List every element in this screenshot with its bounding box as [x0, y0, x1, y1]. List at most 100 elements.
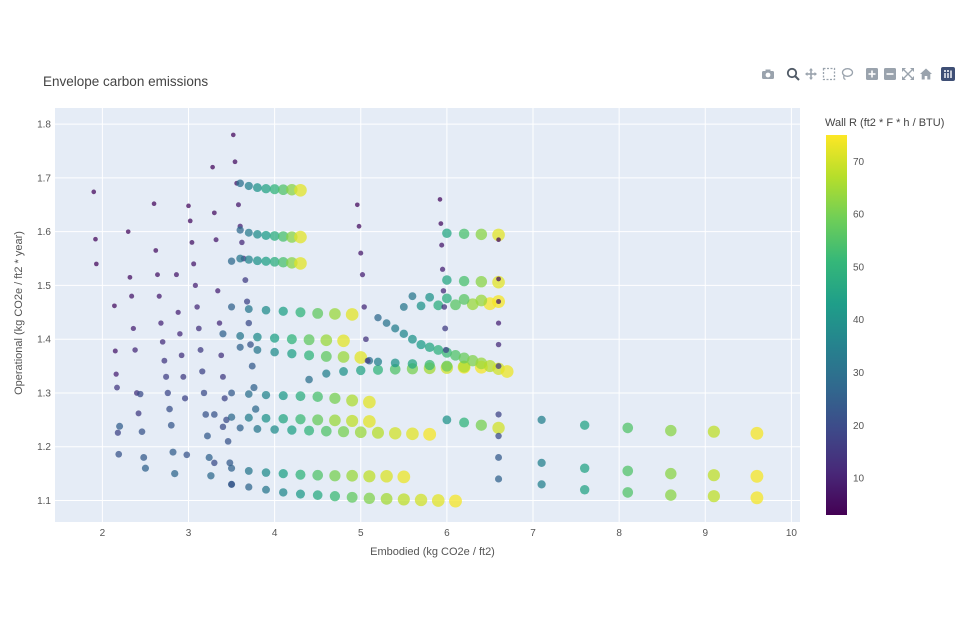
- data-point[interactable]: [244, 413, 253, 422]
- data-point[interactable]: [363, 395, 376, 409]
- data-point[interactable]: [183, 451, 191, 459]
- data-point[interactable]: [270, 425, 279, 434]
- data-point[interactable]: [380, 470, 393, 483]
- data-point[interactable]: [346, 469, 358, 482]
- data-point[interactable]: [537, 458, 546, 467]
- data-point[interactable]: [449, 494, 462, 508]
- data-point[interactable]: [211, 411, 218, 418]
- data-point[interactable]: [537, 415, 546, 424]
- data-point[interactable]: [450, 299, 461, 311]
- zoom-icon[interactable]: [786, 67, 800, 81]
- data-point[interactable]: [112, 348, 118, 354]
- data-point[interactable]: [253, 346, 262, 354]
- data-point[interactable]: [665, 489, 677, 501]
- data-point[interactable]: [622, 422, 634, 434]
- data-point[interactable]: [312, 307, 324, 319]
- data-point[interactable]: [389, 427, 402, 440]
- data-point[interactable]: [219, 373, 226, 380]
- data-point[interactable]: [424, 342, 435, 353]
- data-point[interactable]: [251, 405, 260, 413]
- data-point[interactable]: [433, 344, 444, 355]
- data-point[interactable]: [127, 274, 133, 280]
- data-point[interactable]: [269, 256, 280, 267]
- data-point[interactable]: [199, 368, 206, 375]
- data-point[interactable]: [579, 463, 590, 473]
- data-point[interactable]: [363, 492, 376, 505]
- data-point[interactable]: [242, 277, 249, 284]
- data-point[interactable]: [269, 231, 280, 241]
- data-point[interactable]: [278, 306, 288, 316]
- data-point[interactable]: [213, 237, 219, 243]
- data-point[interactable]: [187, 218, 193, 224]
- data-point[interactable]: [261, 390, 271, 400]
- data-point[interactable]: [137, 390, 144, 398]
- data-point[interactable]: [244, 181, 253, 191]
- data-point[interactable]: [232, 159, 238, 165]
- pan-icon[interactable]: [804, 67, 818, 81]
- data-point[interactable]: [125, 229, 131, 234]
- data-point[interactable]: [245, 483, 253, 491]
- box-select-icon[interactable]: [822, 67, 836, 81]
- data-point[interactable]: [156, 293, 162, 299]
- data-point[interactable]: [622, 465, 634, 477]
- data-point[interactable]: [361, 304, 367, 310]
- data-point[interactable]: [141, 464, 150, 472]
- data-point[interactable]: [414, 493, 428, 507]
- data-point[interactable]: [239, 239, 245, 246]
- data-point[interactable]: [707, 469, 720, 482]
- data-point[interactable]: [166, 405, 173, 413]
- data-point[interactable]: [223, 416, 230, 424]
- data-point[interactable]: [475, 419, 487, 431]
- data-point[interactable]: [354, 426, 367, 439]
- data-point[interactable]: [216, 320, 223, 326]
- data-point[interactable]: [173, 272, 179, 278]
- data-point[interactable]: [269, 184, 280, 195]
- data-point[interactable]: [252, 256, 262, 266]
- data-point[interactable]: [243, 298, 251, 305]
- data-point[interactable]: [337, 334, 350, 348]
- data-point[interactable]: [178, 352, 185, 359]
- data-point[interactable]: [177, 331, 183, 337]
- data-point[interactable]: [261, 468, 271, 477]
- data-point[interactable]: [442, 275, 452, 285]
- data-point[interactable]: [247, 341, 254, 348]
- data-point[interactable]: [219, 423, 227, 431]
- data-point[interactable]: [294, 257, 307, 270]
- data-point[interactable]: [167, 421, 175, 429]
- data-point[interactable]: [252, 183, 262, 192]
- data-point[interactable]: [437, 197, 443, 202]
- data-point[interactable]: [346, 394, 359, 407]
- data-point[interactable]: [195, 325, 202, 332]
- data-point[interactable]: [374, 313, 382, 322]
- data-point[interactable]: [450, 350, 461, 361]
- data-point[interactable]: [329, 392, 341, 404]
- data-point[interactable]: [458, 294, 470, 305]
- data-point[interactable]: [207, 472, 215, 480]
- data-point[interactable]: [295, 414, 306, 425]
- data-point[interactable]: [441, 360, 453, 372]
- data-point[interactable]: [496, 299, 502, 305]
- data-point[interactable]: [135, 410, 142, 417]
- data-point[interactable]: [129, 293, 135, 299]
- data-point[interactable]: [114, 384, 120, 391]
- data-point[interactable]: [91, 189, 97, 195]
- data-point[interactable]: [363, 415, 376, 428]
- data-point[interactable]: [244, 390, 253, 398]
- data-point[interactable]: [161, 357, 168, 364]
- data-point[interactable]: [380, 492, 393, 505]
- data-point[interactable]: [329, 414, 341, 427]
- data-point[interactable]: [424, 359, 435, 371]
- zoom-in-icon[interactable]: [865, 67, 879, 81]
- data-point[interactable]: [329, 470, 341, 482]
- data-point[interactable]: [253, 332, 262, 342]
- data-point[interactable]: [236, 343, 244, 351]
- data-point[interactable]: [248, 362, 256, 370]
- data-point[interactable]: [224, 438, 232, 445]
- data-point[interactable]: [205, 453, 213, 462]
- zoom-out-icon[interactable]: [883, 67, 897, 81]
- data-point[interactable]: [475, 294, 488, 307]
- data-point[interactable]: [261, 230, 271, 241]
- data-point[interactable]: [114, 429, 121, 436]
- data-point[interactable]: [140, 454, 148, 461]
- data-point[interactable]: [458, 228, 470, 240]
